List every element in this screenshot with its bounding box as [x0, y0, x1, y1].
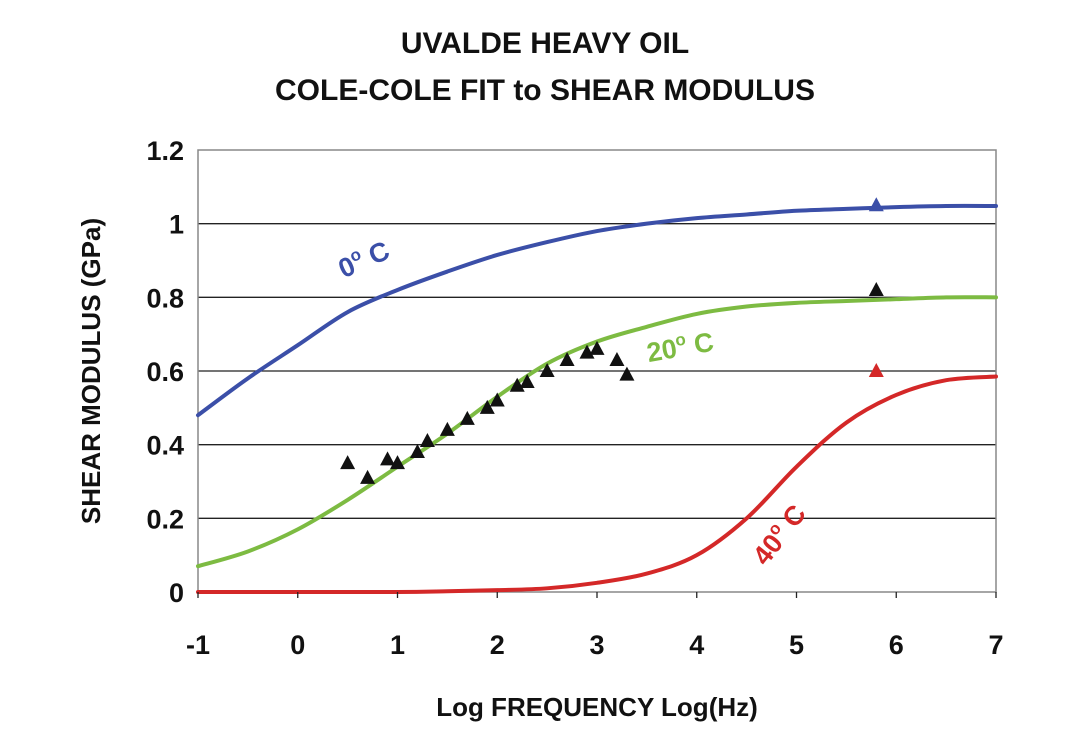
data-point [868, 281, 884, 296]
data-point [519, 374, 535, 389]
y-tick-label: 0.4 [146, 431, 184, 461]
y-tick-label: 0 [169, 578, 184, 608]
curve-labels: 0o C 20o C 40 o C [333, 233, 812, 571]
data-point [579, 344, 595, 359]
series-label-0: 0o C [333, 233, 394, 284]
data-point [390, 455, 405, 470]
data-point [609, 351, 625, 366]
y-axis-label: SHEAR MODULUS (GPa) [76, 218, 106, 524]
data-point [439, 421, 455, 436]
x-tick-label: 0 [290, 630, 305, 660]
chart-subtitle: COLE-COLE FIT to SHEAR MODULUS [275, 74, 815, 107]
y-tick-label: 0.2 [146, 504, 184, 534]
data-point [509, 377, 525, 392]
data-point [868, 197, 884, 212]
x-tick-label: -1 [186, 630, 210, 660]
data-point [589, 340, 605, 355]
data-point [380, 451, 396, 466]
x-tick-label: 5 [789, 630, 804, 660]
data-point [489, 392, 505, 407]
data-point [539, 363, 555, 377]
x-tick-label: 3 [589, 630, 604, 660]
data-point [419, 432, 435, 447]
data-point [459, 410, 475, 425]
x-tick-label: 2 [490, 630, 505, 660]
y-tick-label: 1.2 [146, 136, 184, 166]
series-label-unit: C [357, 235, 394, 273]
y-tick-label: 0.8 [146, 283, 184, 313]
data-point [340, 455, 356, 470]
x-tick-label: 6 [889, 630, 904, 660]
x-tick-label: 1 [390, 630, 405, 660]
series-label-degree: o [674, 329, 688, 350]
series-line-2 [196, 374, 998, 595]
data-point [360, 469, 376, 484]
gridlines [198, 223, 996, 519]
data-point [479, 399, 495, 414]
data-point [868, 363, 884, 377]
series-label-value: 20 [644, 333, 679, 368]
data-point [559, 351, 575, 366]
x-tick-label: 4 [689, 630, 704, 660]
series-line-1 [196, 295, 998, 569]
y-tick-label: 1 [169, 210, 184, 240]
curves [196, 203, 998, 595]
y-tick-label: 0.6 [146, 357, 184, 387]
x-axis-label: Log FREQUENCY Log(Hz) [436, 692, 758, 722]
data-point [619, 366, 635, 381]
series-line-0 [196, 203, 998, 418]
tick-labels: 00.20.40.60.811.2-1 0 1 2 3 4 5 6 7 [146, 136, 1003, 660]
series-label-unit: C [684, 327, 716, 361]
measured-points [340, 197, 884, 484]
series-label-1: 20o C [644, 325, 716, 368]
series-label-value: 40 [747, 529, 789, 571]
chart-title: UVALDE HEAVY OIL [401, 27, 689, 60]
x-tick-label: 7 [988, 630, 1003, 660]
data-point [409, 444, 425, 459]
